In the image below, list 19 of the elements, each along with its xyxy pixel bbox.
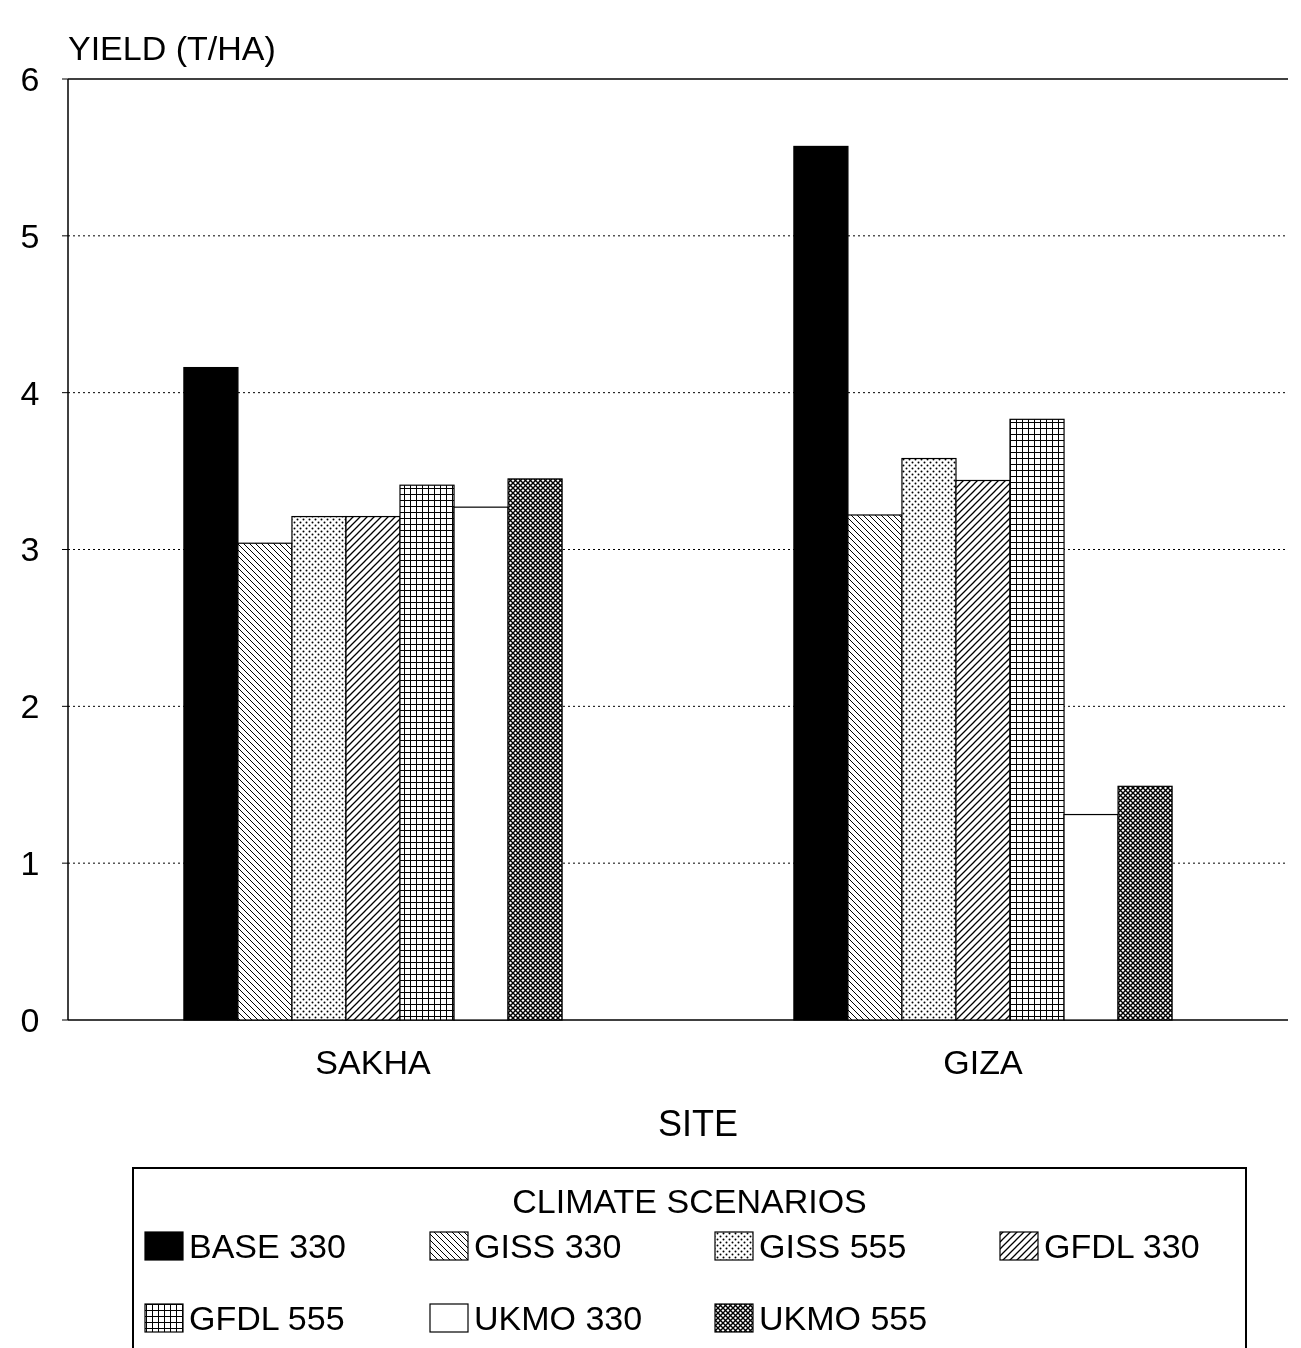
- legend-label: GISS 555: [759, 1226, 907, 1265]
- y-tick-label: 1: [20, 844, 40, 883]
- legend-label: UKMO 555: [759, 1298, 928, 1337]
- y-tick-label: 6: [20, 59, 40, 98]
- legend-label: UKMO 330: [474, 1298, 643, 1337]
- x-axis-title: SITE: [657, 1103, 739, 1144]
- legend-title: CLIMATE SCENARIOS: [512, 1182, 867, 1220]
- legend-label: GFDL 555: [189, 1298, 345, 1337]
- y-tick-label: 2: [20, 687, 40, 726]
- legend-label: GFDL 330: [1044, 1226, 1200, 1265]
- x-tick-label: SAKHA: [315, 1043, 431, 1081]
- y-tick-label: 5: [20, 216, 40, 255]
- x-tick-label: GIZA: [943, 1043, 1023, 1081]
- legend-label: BASE 330: [189, 1226, 346, 1265]
- y-tick-label: 4: [20, 373, 40, 412]
- legend-label: GISS 330: [474, 1226, 622, 1265]
- y-tick-label: 0: [20, 1000, 40, 1039]
- y-tick-label: 3: [20, 530, 40, 569]
- y-axis-title: YIELD (T/HA): [68, 29, 276, 67]
